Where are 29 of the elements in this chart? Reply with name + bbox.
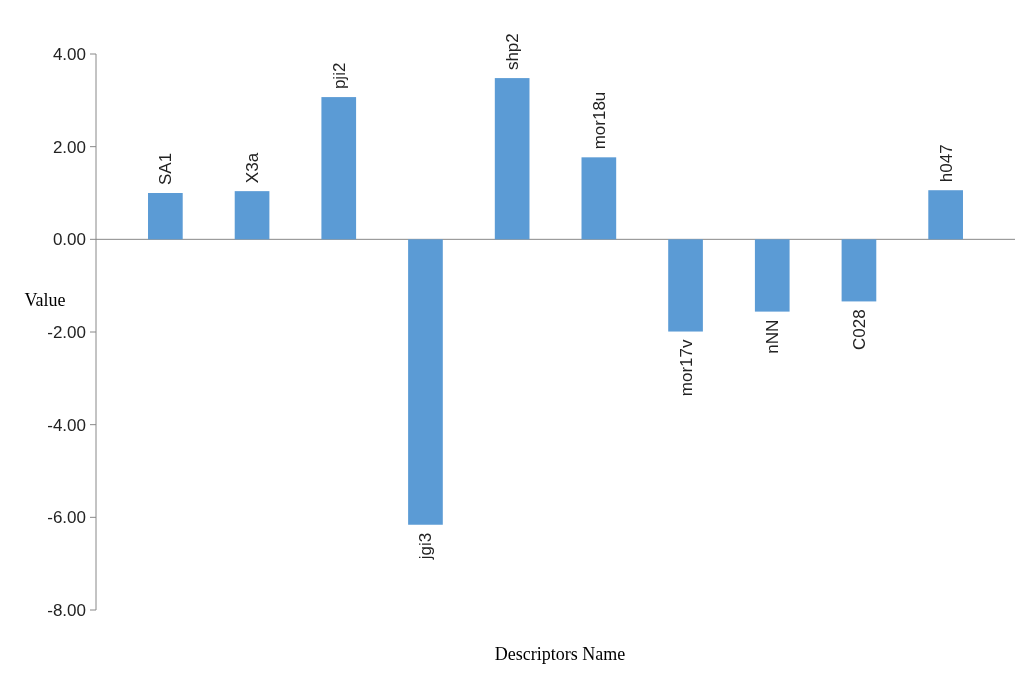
bar — [928, 190, 963, 240]
bar — [668, 239, 703, 332]
y-tick-label: -4.00 — [47, 415, 86, 435]
x-tick-label: SA1 — [156, 152, 176, 185]
y-tick-label: 4.00 — [52, 44, 86, 64]
y-tick-label: 0.00 — [52, 230, 86, 250]
x-tick-label: nNN — [763, 319, 783, 354]
x-tick-label: X3a — [243, 152, 263, 184]
x-tick-label: shp2 — [503, 33, 523, 71]
bar — [494, 78, 530, 240]
x-tick-label: mor17v — [676, 339, 696, 397]
bar — [148, 193, 183, 240]
x-tick-label: pji2 — [329, 62, 349, 90]
bar — [841, 239, 877, 302]
bar — [754, 239, 790, 312]
x-tick-label: C028 — [849, 309, 869, 351]
y-tick-label: -6.00 — [47, 508, 86, 528]
x-tick-label: h047 — [936, 144, 956, 183]
y-tick-label: -8.00 — [47, 600, 86, 620]
y-tick-label: -2.00 — [47, 322, 86, 342]
y-tick-label: 2.00 — [52, 137, 86, 157]
y-axis-title: Value — [24, 290, 66, 311]
bar — [408, 239, 443, 525]
bar — [234, 191, 270, 240]
x-tick-label: jgi3 — [416, 532, 436, 561]
x-axis-title: Descriptors Name — [494, 644, 626, 664]
bar — [581, 157, 617, 240]
x-tick-label: mor18u — [589, 91, 609, 150]
bar — [321, 97, 357, 240]
